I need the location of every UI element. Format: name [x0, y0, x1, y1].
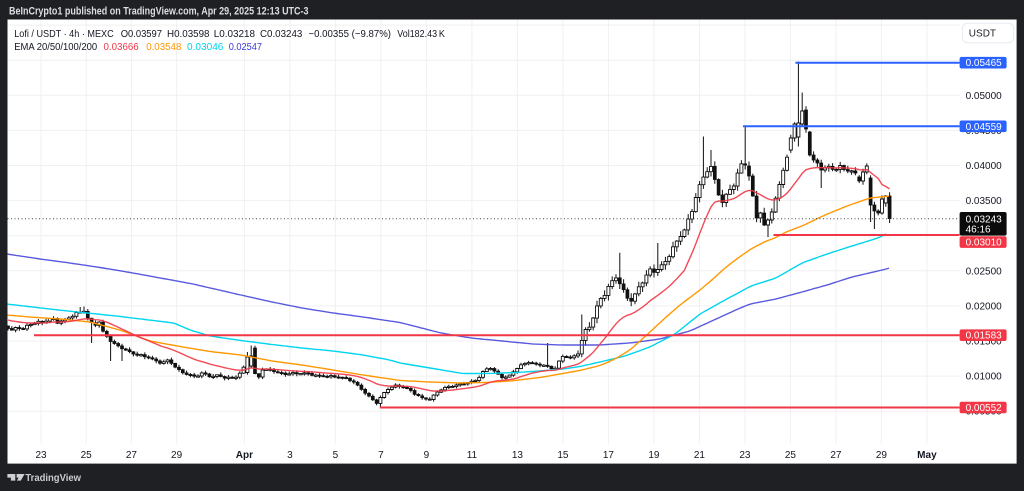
svg-text:−0.00355 (−9.87%): −0.00355 (−9.87%)	[309, 29, 392, 40]
svg-text:21: 21	[694, 450, 706, 461]
svg-text:0.03046: 0.03046	[187, 42, 224, 53]
svg-text:0.01500: 0.01500	[966, 337, 1003, 348]
svg-text:May: May	[917, 450, 937, 461]
svg-text:TradingView: TradingView	[25, 473, 81, 484]
svg-text:27: 27	[126, 450, 138, 461]
svg-text:Apr: Apr	[236, 450, 253, 461]
svg-text:Vol182.43 K: Vol182.43 K	[397, 29, 445, 40]
svg-text:13: 13	[512, 450, 524, 461]
svg-text:O0.03597: O0.03597	[121, 29, 163, 40]
svg-text:15: 15	[557, 450, 569, 461]
svg-text:0.02500: 0.02500	[966, 266, 1003, 277]
svg-text:17: 17	[603, 450, 615, 461]
svg-text:5: 5	[333, 450, 339, 461]
svg-text:0.03548: 0.03548	[146, 42, 182, 53]
svg-text:0.01000: 0.01000	[966, 372, 1003, 383]
svg-text:9: 9	[424, 450, 430, 461]
svg-text:L0.03218: L0.03218	[214, 29, 256, 40]
svg-text:Lofi / USDT · 4h · MEXC: Lofi / USDT · 4h · MEXC	[14, 29, 114, 40]
svg-text:23: 23	[35, 450, 47, 461]
svg-text:0.01583: 0.01583	[966, 331, 1003, 342]
svg-text:11: 11	[467, 450, 478, 461]
svg-text:0.04559: 0.04559	[966, 122, 1003, 133]
svg-text:25: 25	[785, 450, 797, 461]
svg-text:EMA 20/50/100/200: EMA 20/50/100/200	[14, 42, 97, 53]
svg-text:0.03243: 0.03243	[966, 215, 1003, 226]
svg-text:0.04000: 0.04000	[966, 161, 1003, 172]
svg-text:29: 29	[876, 450, 888, 461]
svg-text:C0.03243: C0.03243	[260, 29, 303, 40]
svg-text:0.02547: 0.02547	[229, 42, 263, 53]
svg-text:H0.03598: H0.03598	[167, 29, 210, 40]
svg-text:3: 3	[287, 450, 293, 461]
svg-text:0.05000: 0.05000	[966, 91, 1003, 102]
svg-text:7: 7	[378, 450, 384, 461]
svg-text:0.03666: 0.03666	[104, 42, 140, 53]
svg-text:46:16: 46:16	[966, 225, 991, 236]
svg-text:0.03010: 0.03010	[966, 238, 1003, 249]
svg-text:USDT: USDT	[969, 29, 996, 40]
svg-text:19: 19	[648, 450, 660, 461]
svg-text:0.03500: 0.03500	[966, 196, 1003, 207]
svg-text:29: 29	[171, 450, 183, 461]
svg-text:0.00552: 0.00552	[966, 403, 1003, 414]
svg-text:0.02000: 0.02000	[966, 301, 1003, 312]
svg-text:27: 27	[830, 450, 842, 461]
svg-text:25: 25	[81, 450, 93, 461]
svg-text:0.05465: 0.05465	[966, 58, 1003, 69]
svg-text:BeInCrypto1 published on Tradi: BeInCrypto1 published on TradingView.com…	[9, 6, 309, 18]
svg-text:23: 23	[739, 450, 751, 461]
